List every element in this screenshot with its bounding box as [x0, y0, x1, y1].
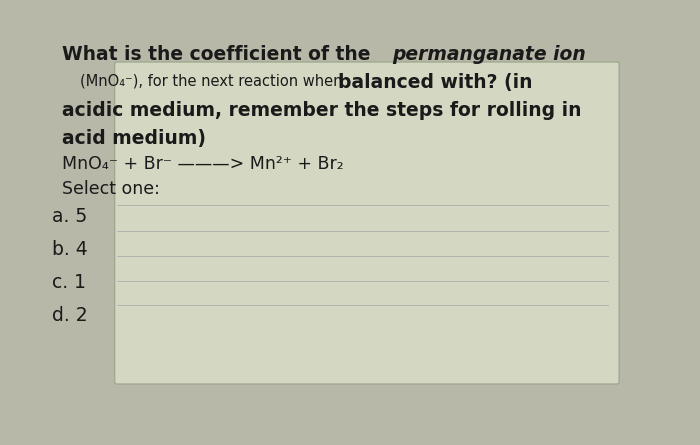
- Text: MnO₄⁻ + Br⁻ ———> Mn²⁺ + Br₂: MnO₄⁻ + Br⁻ ———> Mn²⁺ + Br₂: [62, 155, 344, 173]
- Text: a. 5: a. 5: [52, 207, 88, 226]
- Text: b. 4: b. 4: [52, 240, 88, 259]
- Text: What is the coefficient of the: What is the coefficient of the: [62, 45, 377, 64]
- Text: Select one:: Select one:: [62, 180, 160, 198]
- Text: d. 2: d. 2: [52, 306, 88, 325]
- Text: permanganate ion: permanganate ion: [392, 45, 586, 64]
- Text: c. 1: c. 1: [52, 273, 86, 292]
- FancyBboxPatch shape: [115, 62, 619, 384]
- Text: balanced with? (in: balanced with? (in: [338, 73, 533, 92]
- Text: acid medium): acid medium): [62, 129, 206, 148]
- Text: acidic medium, remember the steps for rolling in: acidic medium, remember the steps for ro…: [62, 101, 582, 120]
- Text: (MnO₄⁻), for the next reaction when: (MnO₄⁻), for the next reaction when: [80, 73, 347, 88]
